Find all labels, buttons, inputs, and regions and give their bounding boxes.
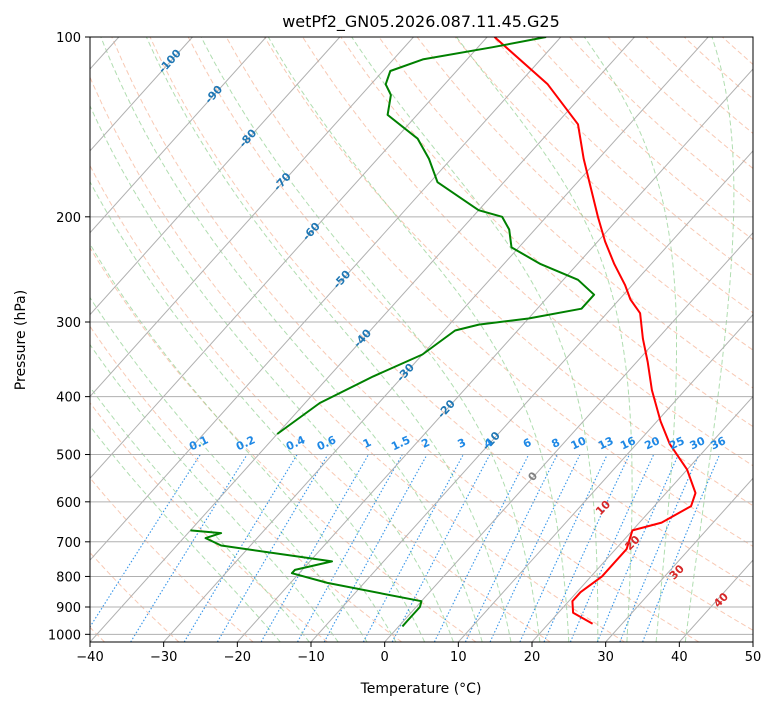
y-axis: 100 200 300 400 500 600 700 800 900 1000	[48, 31, 90, 643]
x-tick-label: −20	[224, 650, 251, 665]
dry-adiabat	[90, 325, 403, 642]
isotherm-line	[90, 37, 341, 316]
dry-adiabat	[187, 37, 753, 589]
dry-adiabat	[111, 37, 700, 642]
dry-adiabat	[454, 37, 753, 314]
dry-adiabat	[90, 477, 254, 642]
mixing-ratio-line	[543, 454, 630, 642]
isotherm-line	[163, 37, 709, 642]
moist-adiabat	[145, 37, 512, 642]
mixing-ratio-line	[433, 454, 530, 642]
mixing-ratio-line	[569, 454, 655, 642]
mixing-ratio-line	[260, 454, 369, 642]
moist-adiabat	[583, 37, 677, 642]
mixing-ratio-line	[519, 454, 608, 642]
dewpoint-profile	[190, 529, 423, 628]
y-tick-label: 600	[56, 496, 81, 511]
moist-adiabat	[456, 37, 633, 642]
isotherm-line	[236, 68, 753, 642]
temperature-profile	[493, 37, 697, 625]
mixing-ratio-label: 10	[569, 434, 589, 452]
y-tick-label: 900	[56, 601, 81, 616]
x-tick-label: 0	[381, 650, 389, 665]
mixing-ratio-line	[464, 454, 558, 642]
isotherm-line	[310, 150, 753, 642]
y-axis-label: Pressure (hPa)	[13, 290, 29, 390]
isotherm-line	[90, 37, 635, 642]
x-tick-label: −10	[297, 650, 324, 665]
chart-title: wetPf2_GN05.2026.087.11.45.G25	[282, 12, 560, 32]
dewpoint-profile	[276, 37, 596, 435]
x-axis: −40 −30 −20 −10 0 10 20 30 40 50	[76, 642, 761, 665]
isotherm-line	[457, 313, 753, 642]
isotherm-line	[90, 37, 488, 480]
background-lines	[90, 37, 753, 642]
mixing-ratio-line	[90, 454, 201, 628]
x-tick-label: 30	[597, 650, 614, 665]
x-tick-label: −40	[76, 650, 103, 665]
mixing-ratio-line	[297, 454, 403, 642]
mixing-ratio-line	[642, 454, 721, 642]
x-tick-label: 40	[671, 650, 688, 665]
dry-adiabat	[416, 37, 753, 351]
grid-lines	[90, 37, 753, 642]
moist-adiabat	[200, 37, 541, 642]
mixing-ratio-line	[183, 454, 298, 642]
y-tick-label: 400	[56, 391, 81, 406]
dry-adiabat	[149, 37, 753, 631]
dry-adiabat	[90, 402, 328, 642]
dry-adiabat	[90, 75, 625, 642]
mixing-ratio-line	[619, 454, 700, 642]
mixing-ratio-label: 25	[667, 434, 686, 452]
profile-curves	[190, 37, 697, 628]
isotherm-line	[605, 477, 753, 642]
y-tick-label: 100	[56, 31, 81, 46]
isotherm-line	[90, 37, 414, 398]
plot-frame	[89, 36, 754, 643]
y-tick-label: 1000	[48, 628, 81, 643]
mixing-ratio-label: 16	[618, 434, 638, 452]
mixing-ratio-line	[323, 454, 428, 642]
y-tick-label: 300	[56, 316, 81, 331]
mixing-ratio-line	[596, 454, 679, 642]
isotherm-line	[384, 231, 753, 642]
dry-adiabat	[225, 37, 753, 547]
moist-adiabat	[90, 296, 368, 642]
isotherm-line	[531, 395, 753, 642]
moist-adiabat	[90, 104, 454, 642]
x-axis-label: Temperature (°C)	[360, 681, 482, 697]
mixing-ratio-label: 20	[643, 434, 663, 452]
moist-adiabat	[684, 37, 735, 642]
moist-adiabat	[100, 37, 483, 642]
isotherm-line	[90, 37, 193, 152]
isotherm-line	[90, 37, 562, 561]
mixing-ratio-label: 13	[596, 434, 615, 452]
mixing-ratio-label: 30	[688, 434, 708, 452]
moist-adiabat	[90, 425, 281, 642]
y-tick-label: 800	[56, 570, 81, 585]
y-tick-label: 200	[56, 211, 81, 226]
isotherm-line	[90, 37, 267, 234]
mixing-ratio-line	[216, 454, 329, 642]
x-tick-label: 50	[745, 650, 762, 665]
x-tick-label: 10	[450, 650, 467, 665]
mixing-ratio-line	[489, 454, 581, 642]
dry-adiabat	[340, 37, 753, 428]
dry-adiabat	[264, 37, 753, 507]
mixing-ratio-label: 36	[708, 434, 728, 452]
dry-adiabat	[90, 164, 551, 642]
y-tick-label: 700	[56, 536, 81, 551]
y-tick-label: 500	[56, 449, 81, 464]
x-tick-label: 20	[524, 650, 541, 665]
x-tick-label: −30	[150, 650, 177, 665]
moist-adiabat	[90, 386, 310, 642]
moist-adiabat	[90, 243, 397, 642]
moist-adiabat	[351, 37, 599, 642]
